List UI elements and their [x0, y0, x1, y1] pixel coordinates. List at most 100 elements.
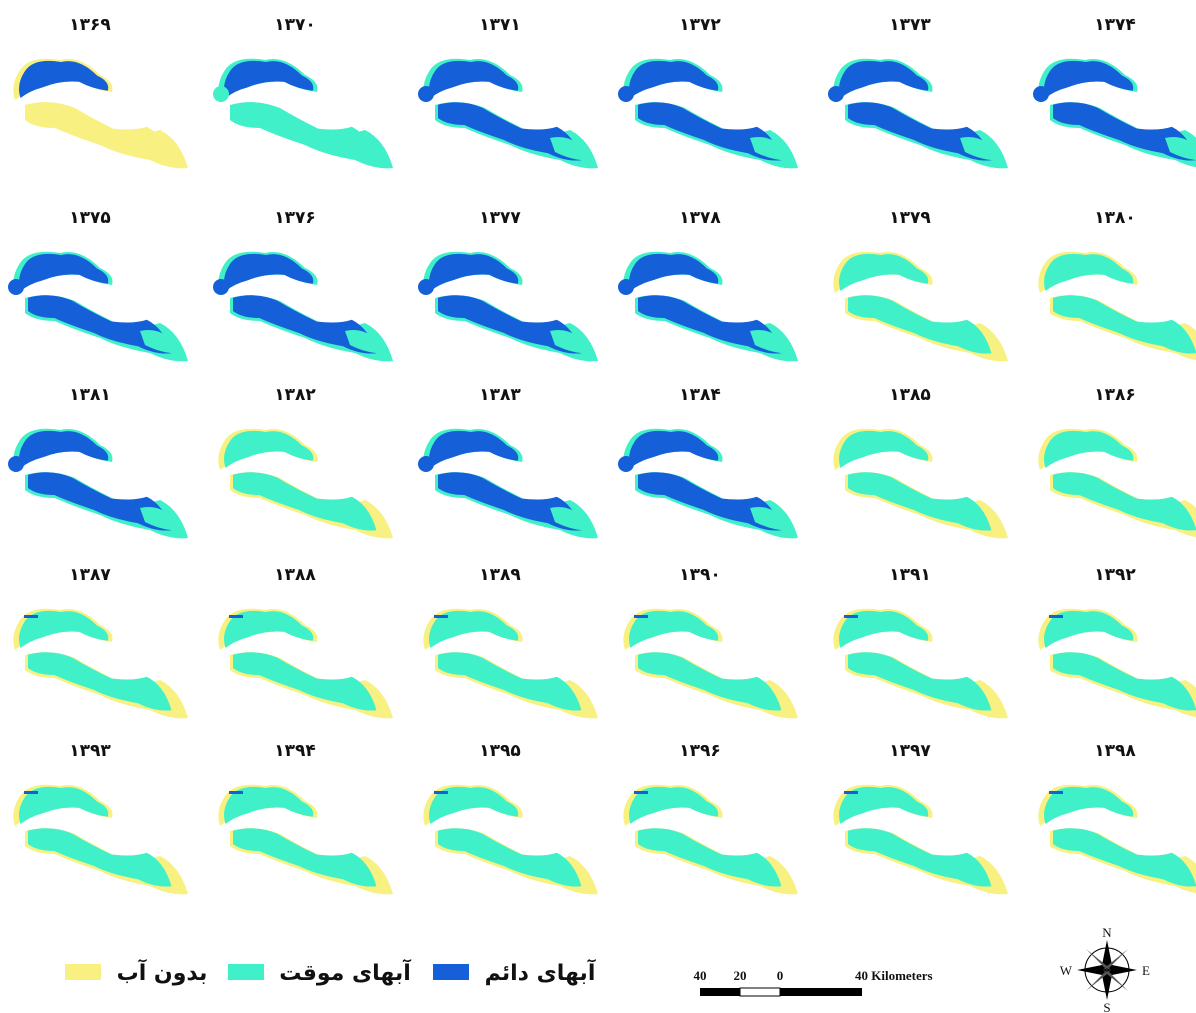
west-basin: [213, 86, 229, 102]
lake-map: [8, 252, 188, 362]
year-label: ۱۳۶۹: [69, 15, 111, 35]
lake-panel: ۱۳۷۷: [418, 208, 598, 361]
year-label: ۱۳۸۵: [889, 385, 931, 405]
scale-segment: [780, 988, 862, 996]
lake-panel: ۱۳۷۵: [8, 208, 188, 361]
permanent-strip: [434, 615, 448, 618]
lake-map: [833, 785, 1008, 895]
year-label: ۱۳۸۶: [1094, 385, 1136, 405]
south-water: [233, 472, 376, 530]
south-water: [1053, 828, 1196, 886]
lake-panel: ۱۳۸۲: [218, 385, 393, 538]
lake-map: [418, 429, 598, 539]
scale-bar: 40 20 0 40 Kilometers: [694, 968, 933, 996]
west-basin: [8, 456, 24, 472]
lake-panel: ۱۳۹۲: [1038, 565, 1196, 718]
lake-map: [618, 252, 798, 362]
north-water: [629, 61, 718, 98]
west-basin: [418, 86, 434, 102]
scale-label: 0: [777, 968, 784, 983]
south-water: [28, 652, 171, 710]
north-water: [1044, 431, 1133, 468]
legend-swatch: [433, 964, 469, 980]
lake-map: [213, 59, 393, 169]
north-water: [224, 254, 313, 291]
lake-panel: ۱۳۹۴: [218, 741, 393, 894]
year-label: ۱۳۸۲: [274, 385, 316, 405]
south-water: [638, 652, 781, 710]
lake-panel: ۱۳۹۸: [1038, 741, 1196, 894]
south-water: [848, 472, 991, 530]
year-label: ۱۳۷۶: [274, 208, 316, 228]
lake-panel: ۱۳۹۰: [623, 565, 798, 718]
year-label: ۱۳۸۹: [479, 565, 521, 585]
west-basin: [418, 456, 434, 472]
figure: 40 20 0 40 Kilometers N S E W ۱۳۶۹۱۳۷۰۱۳…: [0, 0, 1196, 1013]
permanent-strip: [24, 615, 38, 618]
north-water: [224, 61, 313, 98]
lake-panel: ۱۳۹۱: [833, 565, 1008, 718]
permanent-strip: [844, 791, 858, 794]
lake-panel: ۱۳۸۳: [418, 385, 598, 538]
lake-panel: ۱۳۷۳: [828, 15, 1008, 168]
year-label: ۱۳۹۷: [889, 741, 931, 761]
legend-label: بدون آب: [117, 958, 208, 986]
lake-panel: ۱۳۷۴: [1033, 15, 1196, 168]
lake-map: [623, 609, 798, 719]
lake-map: [218, 609, 393, 719]
lake-panel: ۱۳۹۳: [13, 741, 188, 894]
lake-panel: ۱۳۷۹: [833, 208, 1008, 361]
north-water: [839, 254, 928, 291]
south-water: [233, 652, 376, 710]
lake-panel: ۱۳۷۲: [618, 15, 798, 168]
legend-label: آبهای موقت: [279, 958, 411, 986]
permanent-strip: [1049, 615, 1063, 618]
west-basin: [828, 86, 844, 102]
lake-map: [1033, 59, 1196, 169]
south-water: [28, 102, 171, 160]
compass-point: [1077, 965, 1107, 975]
scale-segment: [740, 988, 780, 996]
west-basin: [1033, 86, 1049, 102]
year-label: ۱۳۷۷: [479, 208, 521, 228]
lake-map: [618, 59, 798, 169]
south-water: [438, 828, 581, 886]
legend-swatch: [65, 964, 101, 980]
permanent-strip: [434, 791, 448, 794]
year-label: ۱۳۸۴: [679, 385, 721, 405]
lake-map: [618, 429, 798, 539]
scale-label: 20: [734, 968, 747, 983]
lake-map: [1038, 252, 1196, 362]
north-water: [1044, 254, 1133, 291]
scale-label: 40 Kilometers: [855, 968, 933, 983]
lake-map: [623, 785, 798, 895]
year-label: ۱۳۹۴: [274, 741, 316, 761]
lake-map: [833, 429, 1008, 539]
permanent-strip: [634, 791, 648, 794]
lake-panel: ۱۳۸۱: [8, 385, 188, 538]
lake-map: [1038, 609, 1196, 719]
north-water: [19, 431, 108, 468]
lake-map: [213, 252, 393, 362]
north-water: [224, 431, 313, 468]
lake-map: [418, 252, 598, 362]
south-water: [1053, 652, 1196, 710]
south-water: [1053, 295, 1196, 353]
lake-map: [418, 59, 598, 169]
permanent-strip: [844, 615, 858, 618]
year-label: ۱۳۹۳: [69, 741, 111, 761]
lake-panel: ۱۳۹۶: [623, 741, 798, 894]
north-water: [429, 431, 518, 468]
south-water: [1053, 472, 1196, 530]
compass-label: N: [1102, 925, 1112, 940]
scale-segment: [700, 988, 740, 996]
lake-panel: ۱۳۸۷: [13, 565, 188, 718]
lake-map: [833, 609, 1008, 719]
west-basin: [418, 279, 434, 295]
scale-label: 40: [694, 968, 707, 983]
lake-map: [218, 785, 393, 895]
lake-map: [8, 429, 188, 539]
lake-panel: ۱۳۹۵: [423, 741, 598, 894]
year-label: ۱۳۸۷: [69, 565, 111, 585]
lake-panel: ۱۳۸۰: [1038, 208, 1196, 361]
